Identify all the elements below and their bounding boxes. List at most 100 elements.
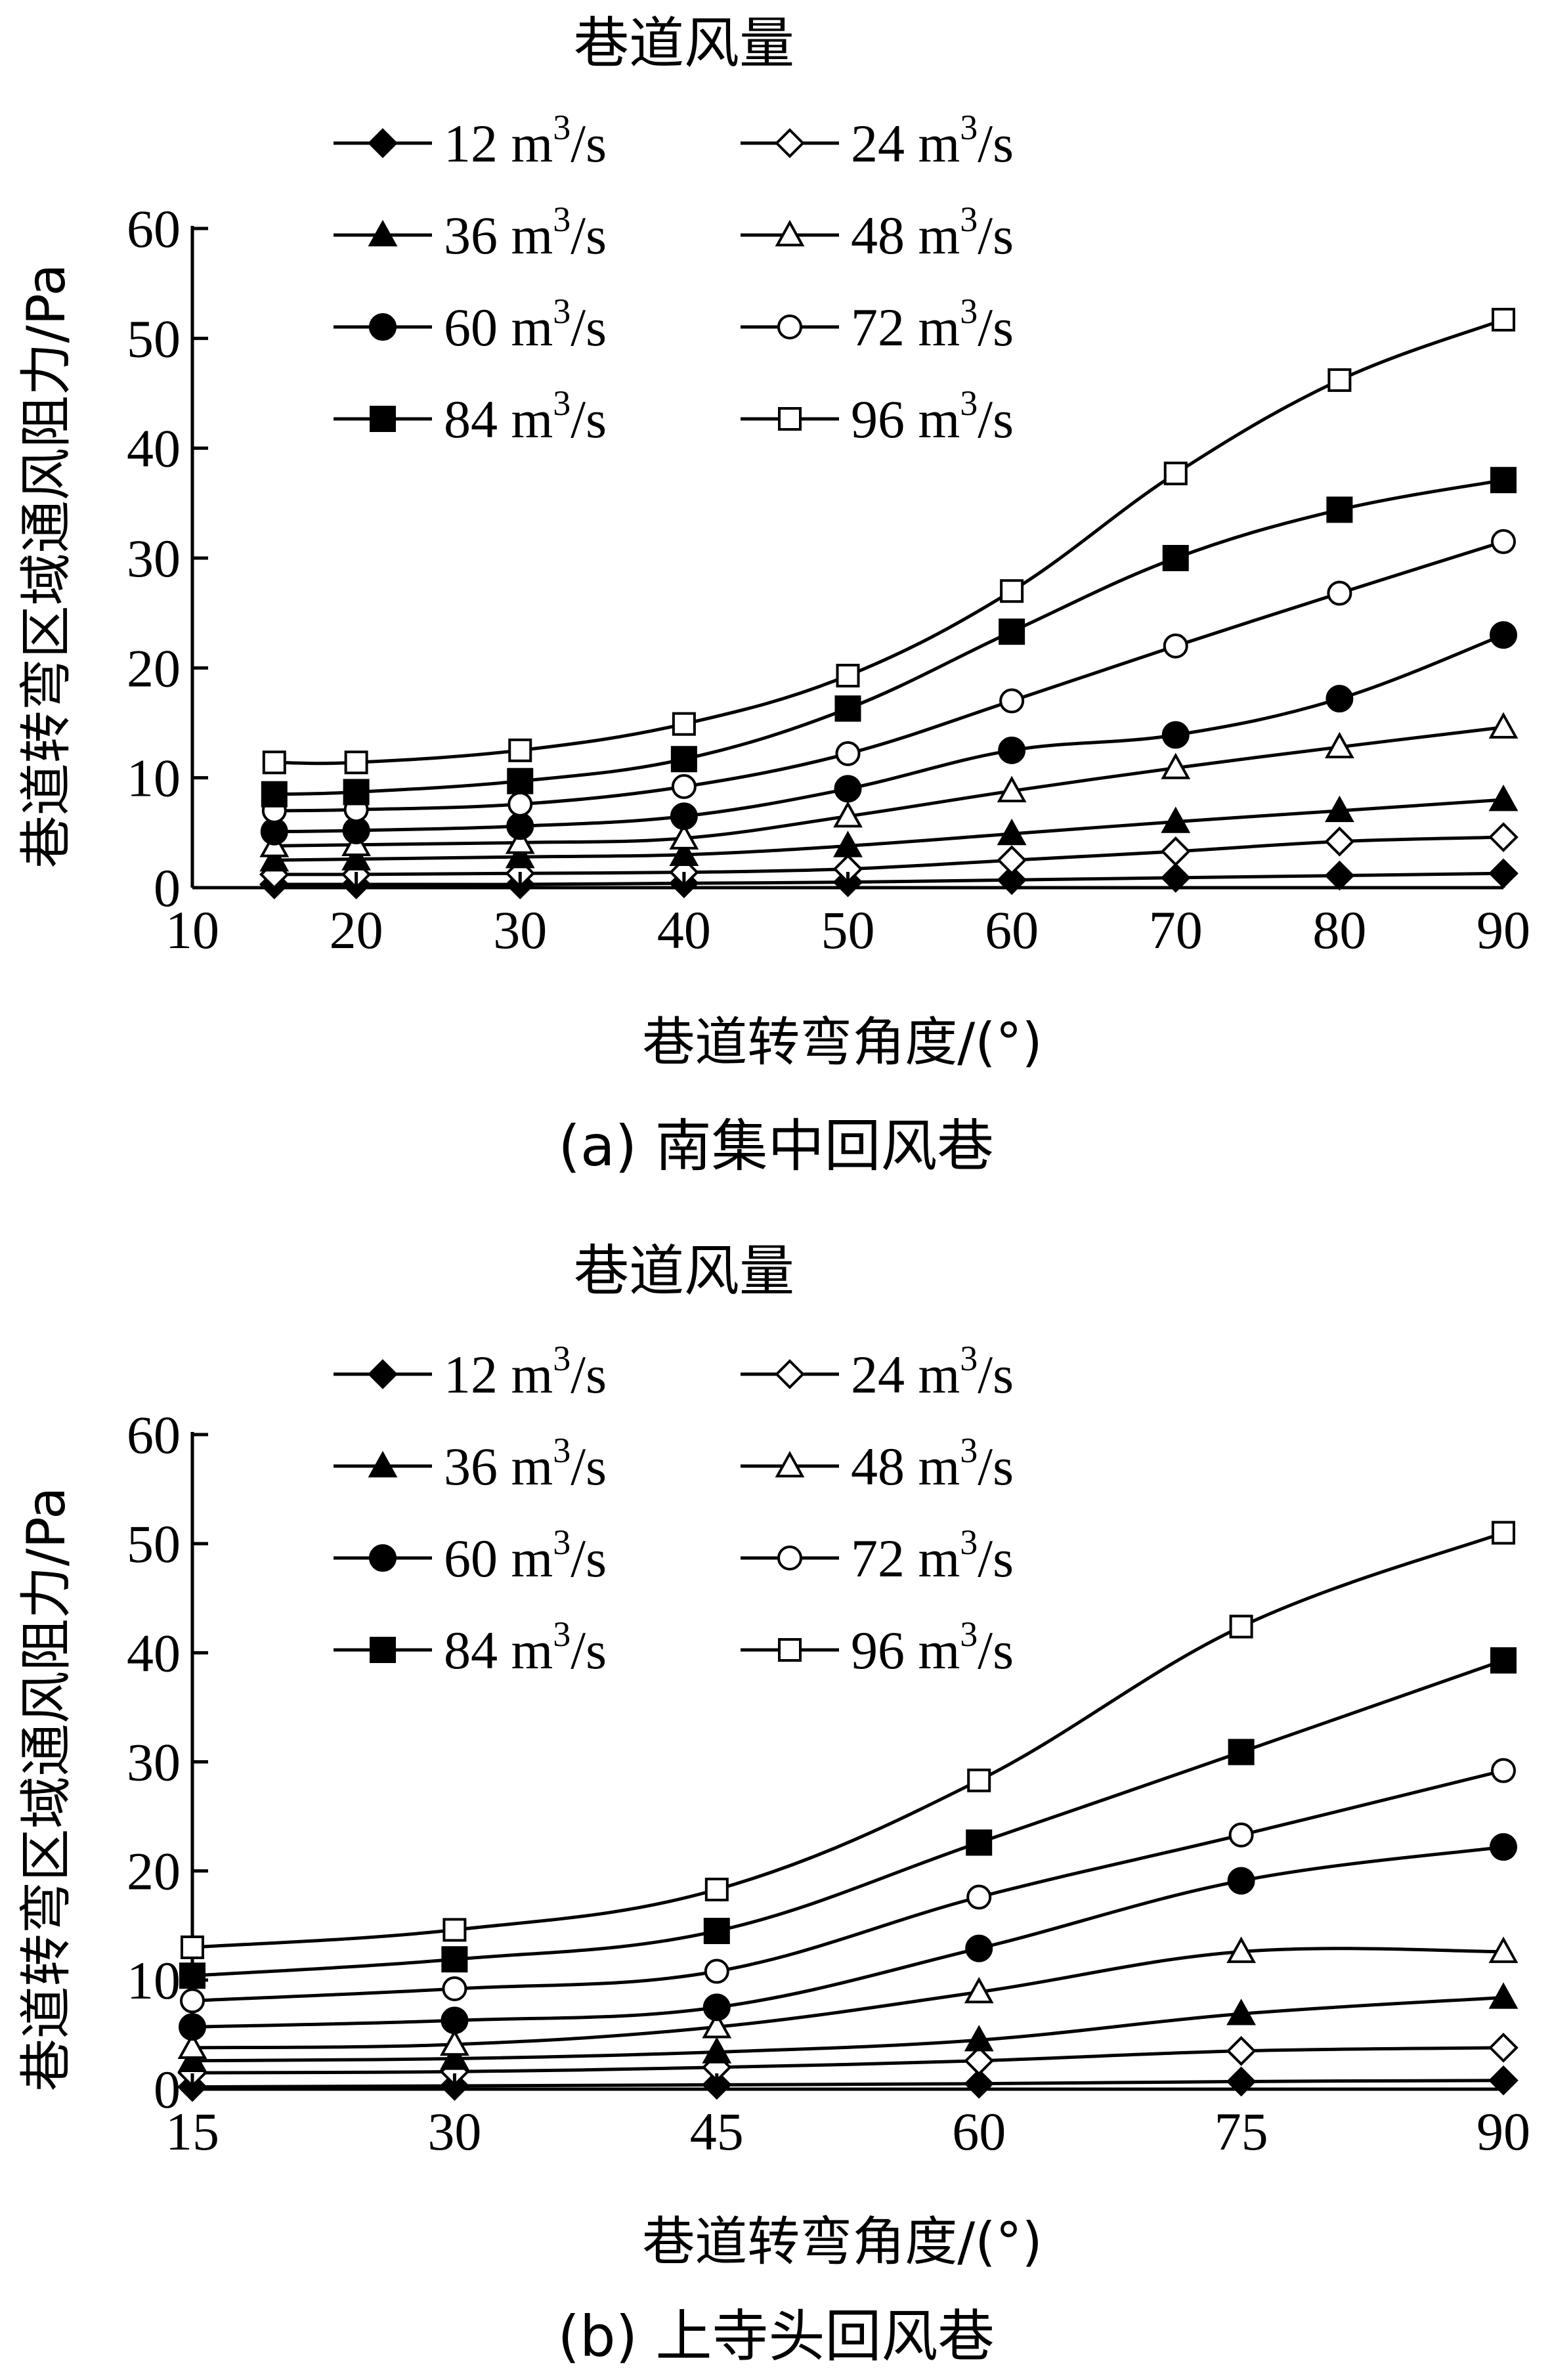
legend-label: 60 m3/s [444,1523,607,1588]
series-line [192,1769,1504,2002]
data-point [1162,545,1189,571]
data-point [999,618,1025,645]
data-point [1491,1758,1516,1783]
y-tick-label: 60 [127,1405,181,1465]
y-tick-label: 40 [127,1623,181,1683]
legend-entry-96: 96 m3/s [741,1614,1014,1680]
legend-title-a: 巷道风量 [574,11,794,76]
series-line [192,2046,1504,2075]
y-tick-label: 20 [127,1842,181,1901]
data-point [1490,1647,1517,1674]
data-point [964,2045,995,2076]
legend-marker [368,1450,398,1478]
series-line [192,1947,1504,2050]
legend-marker [368,219,398,247]
data-point [1488,1936,1519,1963]
series-line [192,1531,1504,1949]
legend-entry-12: 12 m3/s [334,1339,607,1404]
data-point [997,818,1027,846]
x-tick-label: 30 [493,900,547,960]
data-point [964,1976,994,2004]
x-tick-label: 80 [1312,900,1366,960]
data-point [669,823,699,850]
x-tick-label: 60 [985,900,1039,960]
data-point [1000,579,1024,603]
data-point [507,768,534,794]
data-point [1227,1867,1255,1895]
data-point [1226,2036,1257,2066]
data-point [177,2045,207,2072]
series-60-a [260,621,1517,846]
data-point [442,1918,467,1942]
data-point [702,2012,732,2039]
data-point [1490,467,1517,494]
legend-label: 72 m3/s [851,1523,1014,1588]
data-point [442,1976,467,2002]
data-point [670,746,697,773]
data-point [181,1935,204,1959]
legend-marker [369,1544,397,1572]
series-36-b [177,1982,1519,2072]
legend-label: 84 m3/s [444,383,607,449]
legend-label: 36 m3/s [444,200,607,265]
data-point [1326,685,1354,713]
data-point [834,775,862,803]
data-point [177,2032,207,2060]
data-point [704,1877,729,1901]
data-point [702,1993,731,2022]
data-point [1490,1833,1517,1861]
data-point [1327,580,1352,606]
y-tick-label: 10 [127,748,181,808]
data-point [833,831,863,857]
data-point [966,1884,992,1910]
data-point [704,1958,729,1984]
data-point [343,779,370,806]
x-tick-label: 40 [657,900,711,960]
legend-marker [778,1638,802,1662]
data-point [703,1918,730,1945]
panel-a: 巷道风量 12 m3/s 24 m3/s 36 m3/s 48 m3/s 60 m3/s… [16,11,1530,1179]
data-point [344,750,368,775]
y-axis-label-a: 巷道转弯区域通风阻力/Pa [16,264,77,869]
y-axis-label-b: 巷道转弯区域通风阻力/Pa [16,1487,77,2092]
data-point [180,1988,205,2014]
legend-label: 36 m3/s [444,1431,607,1496]
data-point [1492,307,1515,332]
legend-label: 60 m3/s [444,292,607,357]
data-point [1491,529,1516,554]
data-point [997,775,1027,802]
data-point [1327,368,1352,392]
data-point [505,842,535,869]
data-point [1324,826,1355,857]
legend-label: 24 m3/s [851,108,1014,173]
series-60-b [179,1833,1517,2041]
data-point [964,2025,994,2052]
legend-marker [775,1450,805,1478]
data-point [670,802,698,831]
series-line [274,318,1504,766]
x-axis-label-a: 巷道转弯角度/(°) [642,1012,1042,1073]
data-point [1324,795,1354,823]
legend-label: 84 m3/s [444,1614,607,1680]
legend-label: 72 m3/s [851,292,1014,357]
legend-entry-84: 84 m3/s [334,1614,607,1680]
y-tick-label: 0 [154,2060,181,2119]
data-point [441,2006,469,2035]
data-point [1226,1999,1256,2025]
legend-label: 24 m3/s [851,1339,1014,1404]
data-point [1488,785,1519,811]
x-tick-label: 15 [165,2102,219,2161]
legend-entry-72: 72 m3/s [741,1523,1014,1588]
data-point [262,750,286,775]
y-tick-label: 10 [127,1951,181,2010]
data-point [1163,462,1188,486]
legend-entry-24: 24 m3/s [741,108,1014,173]
legend-entry-48: 48 m3/s [741,1431,1014,1496]
axis-ticks-b: 0 10 20 30 40 50 60 15 30 45 60 75 90 [127,1405,1530,2161]
x-tick-label: 45 [690,2102,744,2161]
data-point [833,801,863,828]
x-tick-label: 60 [952,2102,1006,2161]
data-point [440,2029,469,2056]
